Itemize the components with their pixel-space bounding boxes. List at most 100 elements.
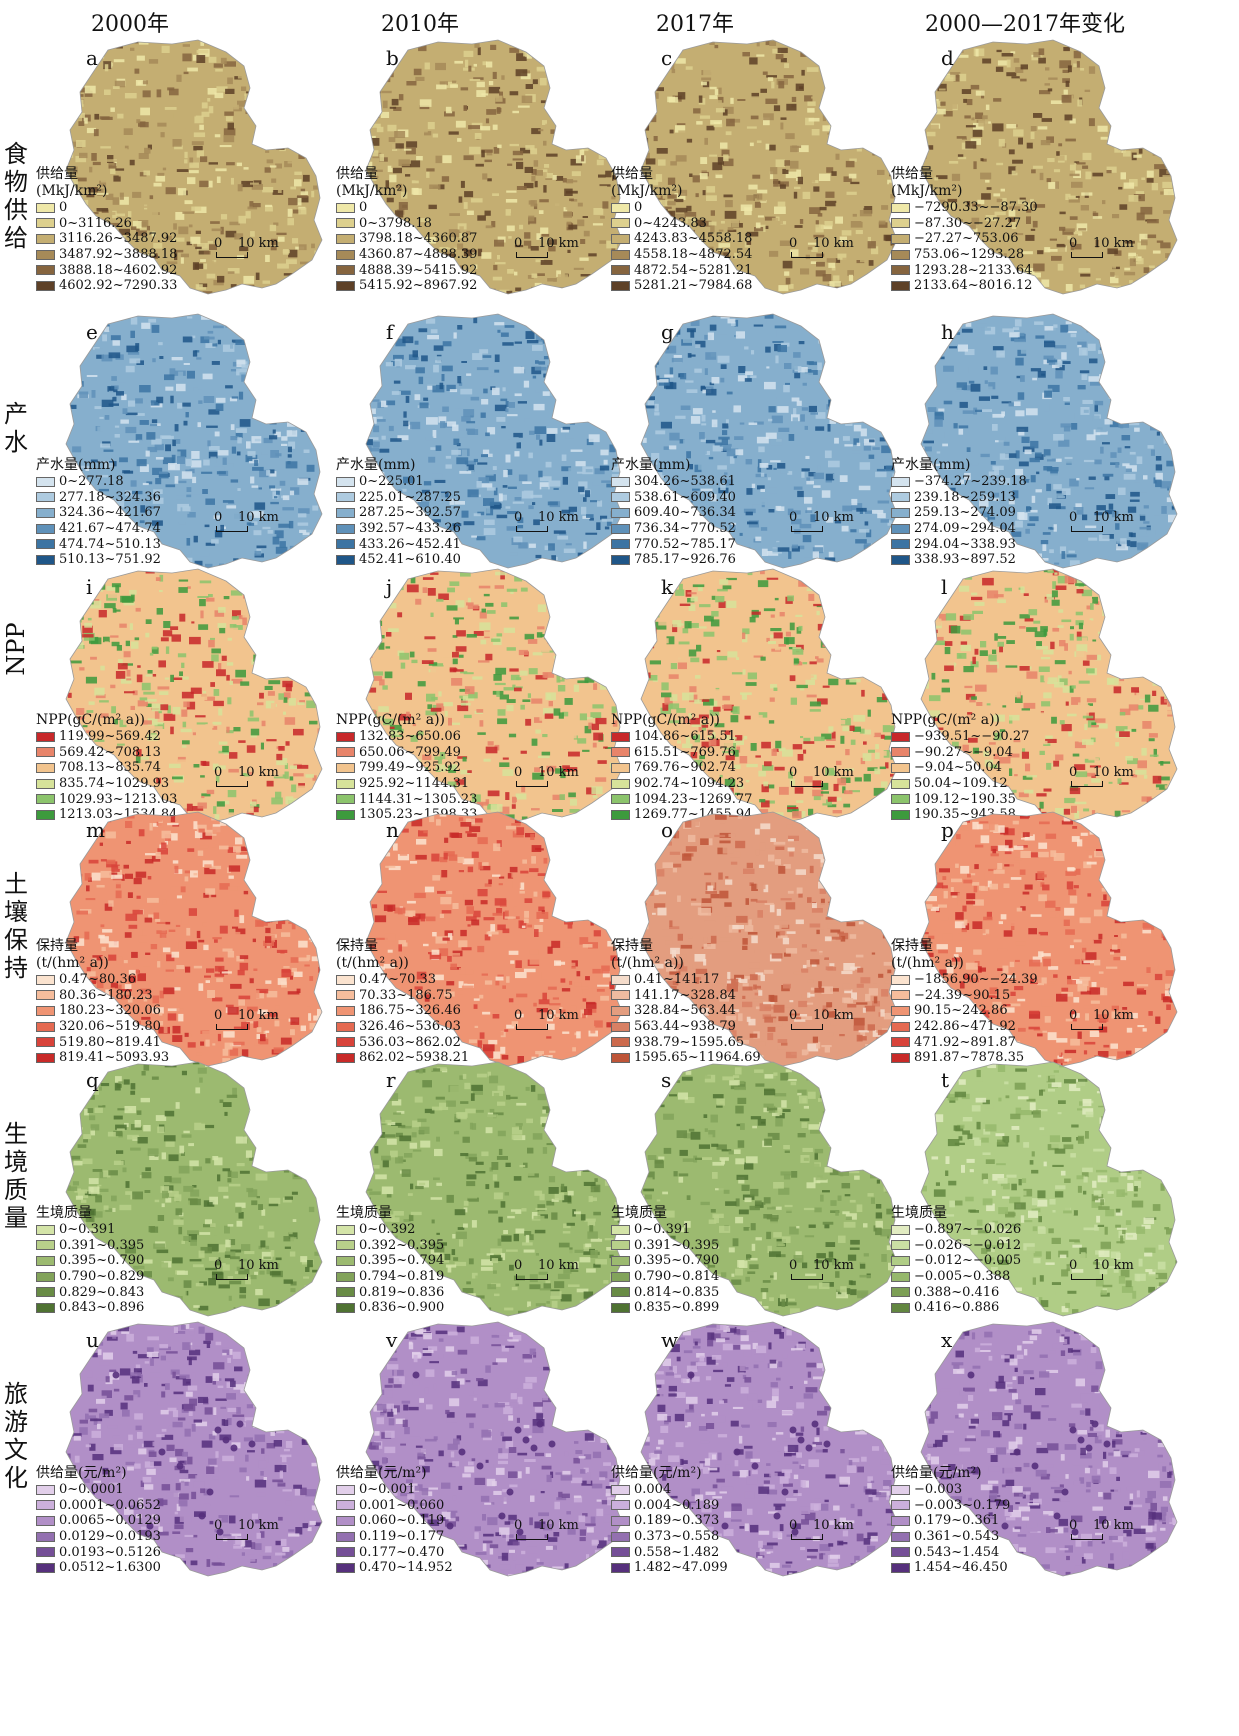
- legend-entry: 242.86~471.92: [891, 1019, 1038, 1035]
- legend-swatch: [891, 731, 910, 742]
- legend-swatch: [36, 1484, 55, 1495]
- legend-swatch: [36, 280, 55, 291]
- legend-entry: 1.454~46.450: [891, 1560, 1010, 1576]
- legend-label: 304.26~538.61: [634, 474, 736, 490]
- legend-label: 0.41~141.17: [634, 972, 720, 988]
- panel-p: p 保持量 (t/(hm² a)) −1856.90~−24.39 −24.39~90.…: [885, 810, 1185, 1085]
- legend-label: −0.026~−0.012: [914, 1237, 1022, 1253]
- legend: 供给量 (MkJ/km²) −7290.33~−87.30 −87.30~−27.27…: [891, 166, 1038, 294]
- legend-swatch: [336, 1500, 355, 1511]
- scale-bar-line: [791, 526, 823, 532]
- legend-swatch: [36, 990, 55, 1001]
- legend-entry: 0: [336, 200, 477, 216]
- legend-title: (MkJ/km²): [611, 183, 683, 199]
- legend-label: −0.003: [914, 1482, 963, 1498]
- legend-label: 0.558~1.482: [634, 1544, 720, 1560]
- legend-swatch: [36, 1302, 55, 1313]
- legend-label: 180.23~320.06: [59, 1003, 161, 1019]
- scale-distance-label: 10 km: [538, 236, 579, 251]
- legend: 供给量(元/m²) 0~0.0001 0.0001~0.0652 0.0065~0.0…: [36, 1465, 161, 1576]
- legend-swatch: [36, 249, 55, 260]
- legend-entry: 104.86~615.51: [611, 729, 752, 745]
- legend-entry: 50.04~109.12: [891, 776, 1029, 792]
- legend-swatch: [611, 809, 630, 820]
- legend-swatch: [891, 554, 910, 565]
- legend-entry: 0~0.001: [336, 1482, 453, 1498]
- legend-entry: 925.92~1144.31: [336, 776, 477, 792]
- legend-entry: 819.41~5093.93: [36, 1050, 169, 1066]
- legend-label: 50.04~109.12: [914, 776, 1008, 792]
- legend-swatch: [611, 1271, 630, 1282]
- legend-label: 277.18~324.36: [59, 489, 161, 505]
- legend: 供给量(元/m²) −0.003 −0.003~0.179 0.179~0.361 0.…: [891, 1465, 1010, 1576]
- legend-swatch: [891, 507, 910, 518]
- legend-label: −24.39~90.15: [914, 987, 1011, 1003]
- legend-entry: 0.543~1.454: [891, 1544, 1010, 1560]
- legend-title: 产水量(mm): [36, 457, 116, 473]
- panel-letter: l: [941, 575, 948, 599]
- map-a: [65, 39, 323, 295]
- legend-swatch: [611, 1484, 630, 1495]
- panel-q: q 生境质量 0~0.391 0.391~0.395 0.395~0.790 0.790~…: [30, 1060, 330, 1335]
- legend-label: 609.40~736.34: [634, 505, 736, 521]
- legend-entry: 0: [611, 200, 752, 216]
- panel-letter: r: [386, 1068, 396, 1092]
- map-i: [65, 568, 323, 824]
- legend-label: 785.17~926.76: [634, 552, 736, 568]
- legend-label: 186.75~326.46: [359, 1003, 461, 1019]
- panel-letter: k: [661, 575, 674, 599]
- legend-label: 569.42~708.13: [59, 744, 161, 760]
- legend-entry: −0.026~−0.012: [891, 1238, 1021, 1254]
- legend-entry: 320.06~519.80: [36, 1019, 169, 1035]
- panel-letter: d: [941, 46, 954, 70]
- legend-swatch: [611, 202, 630, 213]
- legend-entry: 0.0129~0.0193: [36, 1529, 161, 1545]
- legend-title: NPP(gC/(m² a)): [36, 712, 146, 728]
- legend-swatch: [36, 1037, 55, 1048]
- legend-entry: 0~3116.26: [36, 216, 177, 232]
- legend-entry: −0.897~−0.026: [891, 1222, 1021, 1238]
- legend-label: 1595.65~11964.69: [634, 1050, 761, 1066]
- legend-label: 0~0.391: [59, 1222, 116, 1238]
- legend-entry: 0.0001~0.0652: [36, 1498, 161, 1514]
- legend-label: 0.836~0.900: [359, 1300, 445, 1316]
- legend-swatch: [611, 1515, 630, 1526]
- row-label-1: 食物供给: [4, 140, 28, 252]
- legend-entry: 0.0065~0.0129: [36, 1513, 161, 1529]
- map-o: [640, 811, 898, 1067]
- legend-entry: 0.836~0.900: [336, 1300, 444, 1316]
- legend-label: 0.47~80.36: [59, 972, 137, 988]
- legend-label: 0~3116.26: [59, 215, 132, 231]
- legend-swatch: [336, 1287, 355, 1298]
- map-base-fill: [921, 40, 1177, 294]
- legend-entry: 0.829~0.843: [36, 1284, 144, 1300]
- panel-letter: b: [386, 46, 399, 70]
- legend-swatch: [611, 280, 630, 291]
- legend-swatch: [336, 974, 355, 985]
- legend-swatch: [36, 1052, 55, 1063]
- panel-g: g 产水量(mm) 304.26~538.61 538.61~609.40 609.40…: [605, 312, 905, 587]
- scale-distance-label: 10 km: [238, 236, 279, 251]
- legend-label: 1.482~47.099: [634, 1560, 728, 1576]
- legend-swatch: [336, 218, 355, 229]
- legend: 保持量 (t/(hm² a)) 0.47~80.36 80.36~180.23 180.…: [36, 938, 169, 1066]
- legend-swatch: [336, 1005, 355, 1016]
- legend-label: 0.004: [634, 1482, 672, 1498]
- legend-entry: 3487.92~3888.18: [36, 247, 177, 263]
- panel-d: d 供给量 (MkJ/km²) −7290.33~−87.30 −87.30~−27.2…: [885, 38, 1185, 313]
- scale-distance-label: 10 km: [238, 1258, 279, 1273]
- legend-entry: 1595.65~11964.69: [611, 1050, 761, 1066]
- legend-title: NPP(gC/(m² a)): [336, 712, 446, 728]
- map-g: [640, 313, 898, 569]
- legend-swatch: [336, 523, 355, 534]
- legend-label: 1.454~46.450: [914, 1560, 1008, 1576]
- map-base-fill: [366, 1062, 622, 1316]
- legend-swatch: [891, 265, 910, 276]
- legend-swatch: [891, 1547, 910, 1558]
- legend-entry: 0~277.18: [36, 474, 161, 490]
- legend-label: 4558.18~4872.54: [634, 247, 753, 263]
- legend-label: 0.543~1.454: [914, 1544, 1000, 1560]
- scale-distance-label: 10 km: [1093, 1008, 1134, 1023]
- legend-label: 259.13~274.09: [914, 505, 1016, 521]
- scale-bar-line: [516, 526, 548, 532]
